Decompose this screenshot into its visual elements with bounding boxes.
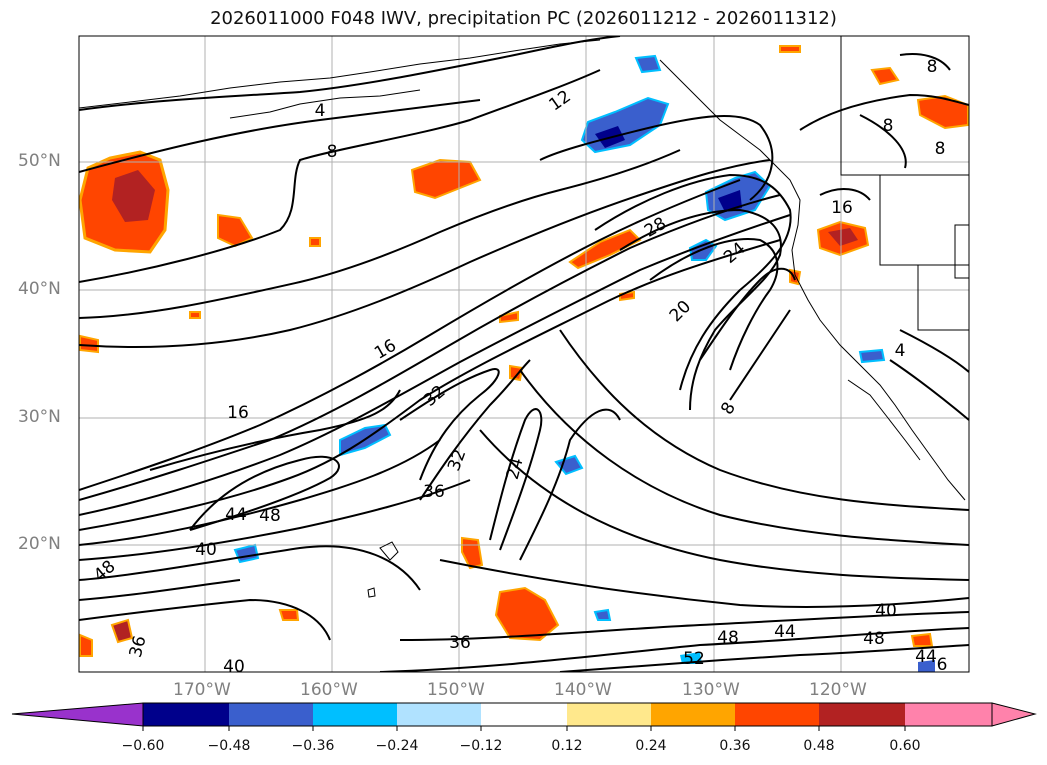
contour-label: 52 (683, 649, 705, 669)
contour-label: 8 (935, 139, 946, 159)
contour-label: 48 (259, 506, 281, 526)
contour-label: 4 (895, 341, 906, 361)
colorbar-tick-label: −0.36 (291, 738, 335, 754)
colorbar-tick-label: 0.36 (719, 738, 751, 754)
longitude-label-170w: 170°W (173, 680, 231, 700)
longitude-label-130w: 130°W (682, 680, 740, 700)
contour-label: 44 (225, 505, 247, 525)
latitude-label-50n: 50°N (18, 151, 61, 171)
contour-label: 8 (883, 116, 894, 136)
map-plot-area: 4 8 8 12 16 16 16 20 24 24 28 32 32 36 3… (79, 36, 969, 677)
contour-label: 48 (863, 629, 885, 649)
colorbar-tick-label: −0.12 (459, 738, 503, 754)
iwv-contours (79, 36, 969, 672)
contour-label: 40 (223, 657, 245, 677)
precipitation-fields (79, 45, 969, 672)
contour-label: 36 (449, 633, 471, 653)
contour-label: 8 (327, 142, 338, 162)
colorbar-tick-label: −0.24 (375, 738, 419, 754)
contour-label: 44 (774, 622, 796, 642)
colorbar-tick-label: −0.60 (121, 738, 165, 754)
colorbar-tick-label: −0.48 (207, 738, 251, 754)
latitude-label-20n: 20°N (18, 534, 61, 554)
colorbar-tick-label: 0.12 (551, 738, 583, 754)
colorbar-tick-label: 0.60 (889, 738, 921, 754)
contour-label: 48 (717, 628, 739, 648)
contour-label: 16 (227, 403, 249, 423)
map-title: 2026011000 F048 IWV, precipitation PC (2… (210, 8, 837, 29)
longitude-label-120w: 120°W (809, 680, 867, 700)
plot-frame (78, 35, 970, 673)
colorbar (11, 702, 1037, 731)
map-gridlines (79, 36, 969, 672)
contour-label: 8 (927, 57, 938, 77)
contour-label: 40 (195, 540, 217, 560)
contour-label: 4 (315, 101, 326, 121)
latitude-label-30n: 30°N (18, 407, 61, 427)
contour-label: 40 (875, 601, 897, 621)
longitude-label-140w: 140°W (554, 680, 612, 700)
contour-label: 44 (915, 647, 937, 667)
contour-label: 16 (831, 198, 853, 218)
latitude-label-40n: 40°N (18, 279, 61, 299)
colorbar-tick-label: 0.48 (803, 738, 835, 754)
coastlines (79, 36, 969, 598)
colorbar-tick-label: 0.24 (635, 738, 667, 754)
longitude-label-150w: 150°W (427, 680, 485, 700)
contour-label: 6 (937, 655, 948, 675)
contour-label: 36 (423, 482, 445, 502)
longitude-label-160w: 160°W (300, 680, 358, 700)
